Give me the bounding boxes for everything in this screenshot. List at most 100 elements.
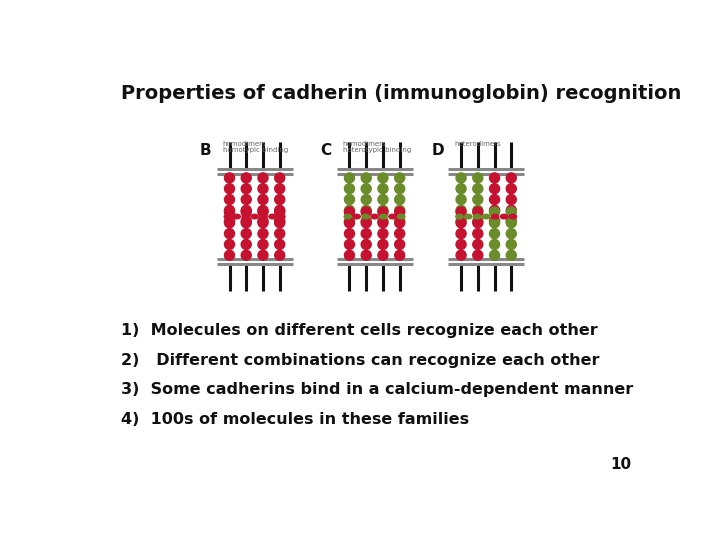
Ellipse shape [378, 216, 388, 226]
Ellipse shape [490, 228, 500, 239]
Ellipse shape [473, 250, 483, 260]
Ellipse shape [473, 194, 483, 205]
Ellipse shape [378, 250, 388, 260]
Ellipse shape [258, 228, 268, 239]
Ellipse shape [242, 214, 249, 219]
Ellipse shape [225, 205, 235, 215]
Ellipse shape [456, 173, 466, 183]
Ellipse shape [371, 214, 378, 219]
Ellipse shape [506, 173, 516, 183]
Ellipse shape [473, 216, 483, 226]
Text: 1)  Molecules on different cells recognize each other: 1) Molecules on different cells recogniz… [121, 322, 598, 338]
Ellipse shape [225, 207, 235, 217]
Ellipse shape [241, 184, 251, 194]
Ellipse shape [506, 228, 516, 239]
Ellipse shape [224, 214, 231, 219]
Ellipse shape [378, 207, 388, 217]
Ellipse shape [361, 228, 372, 239]
Ellipse shape [473, 205, 483, 215]
Ellipse shape [490, 207, 500, 217]
Ellipse shape [361, 173, 372, 183]
Ellipse shape [241, 218, 251, 228]
Ellipse shape [344, 207, 354, 217]
Ellipse shape [490, 184, 500, 194]
Ellipse shape [473, 228, 483, 239]
Ellipse shape [473, 184, 483, 194]
Ellipse shape [464, 214, 472, 219]
Ellipse shape [258, 173, 268, 183]
Text: 2)   Different combinations can recognize each other: 2) Different combinations can recognize … [121, 353, 599, 368]
Ellipse shape [344, 218, 354, 228]
Ellipse shape [490, 250, 500, 260]
Ellipse shape [474, 214, 481, 219]
Ellipse shape [473, 207, 483, 217]
Ellipse shape [361, 218, 372, 228]
Ellipse shape [361, 184, 372, 194]
Ellipse shape [378, 239, 388, 249]
Ellipse shape [361, 250, 372, 260]
Ellipse shape [378, 218, 388, 228]
Ellipse shape [456, 184, 466, 194]
Ellipse shape [506, 207, 516, 217]
Ellipse shape [473, 173, 483, 183]
Ellipse shape [456, 239, 466, 249]
Ellipse shape [456, 207, 466, 217]
Text: D: D [431, 143, 444, 158]
Ellipse shape [506, 218, 516, 228]
Ellipse shape [490, 216, 500, 226]
Ellipse shape [378, 194, 388, 205]
Ellipse shape [361, 216, 372, 226]
Ellipse shape [241, 194, 251, 205]
Ellipse shape [344, 239, 354, 249]
Ellipse shape [456, 250, 466, 260]
Ellipse shape [492, 214, 499, 219]
Ellipse shape [275, 173, 284, 183]
Ellipse shape [344, 216, 354, 226]
Ellipse shape [275, 207, 284, 217]
Ellipse shape [258, 184, 268, 194]
Ellipse shape [490, 194, 500, 205]
Ellipse shape [456, 216, 466, 226]
Ellipse shape [506, 205, 516, 215]
Ellipse shape [344, 228, 354, 239]
Ellipse shape [395, 207, 405, 217]
Ellipse shape [482, 214, 490, 219]
Text: C: C [320, 143, 331, 158]
Ellipse shape [344, 173, 354, 183]
Text: homodimers: homodimers [222, 141, 266, 147]
Ellipse shape [258, 239, 268, 249]
Text: homotypic binding: homotypic binding [222, 147, 288, 153]
Ellipse shape [378, 173, 388, 183]
Ellipse shape [500, 214, 508, 219]
Ellipse shape [395, 194, 405, 205]
Ellipse shape [225, 184, 235, 194]
Text: homodimers: homodimers [343, 141, 387, 147]
Ellipse shape [258, 216, 268, 226]
Ellipse shape [473, 239, 483, 249]
Ellipse shape [361, 194, 372, 205]
Ellipse shape [275, 250, 284, 260]
Ellipse shape [225, 250, 235, 260]
Ellipse shape [473, 218, 483, 228]
Ellipse shape [258, 207, 268, 217]
Ellipse shape [395, 216, 405, 226]
Ellipse shape [361, 205, 372, 215]
Ellipse shape [380, 214, 387, 219]
Ellipse shape [278, 214, 285, 219]
Ellipse shape [225, 239, 235, 249]
Text: 3)  Some cadherins bind in a calcium-dependent manner: 3) Some cadherins bind in a calcium-depe… [121, 382, 633, 397]
Ellipse shape [395, 205, 405, 215]
Ellipse shape [456, 194, 466, 205]
Ellipse shape [378, 228, 388, 239]
Ellipse shape [241, 228, 251, 239]
Ellipse shape [241, 239, 251, 249]
Ellipse shape [353, 214, 360, 219]
Ellipse shape [344, 250, 354, 260]
Ellipse shape [395, 239, 405, 249]
Ellipse shape [275, 194, 284, 205]
Ellipse shape [456, 205, 466, 215]
Text: 10: 10 [610, 457, 631, 472]
Text: heterotypic binding: heterotypic binding [343, 147, 411, 153]
Ellipse shape [344, 194, 354, 205]
Ellipse shape [241, 205, 251, 215]
